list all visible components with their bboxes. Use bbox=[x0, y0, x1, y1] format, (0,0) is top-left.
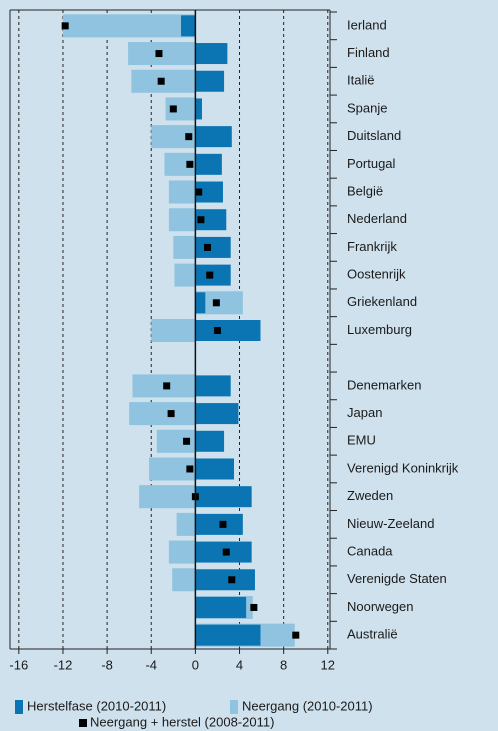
category-label: Canada bbox=[347, 544, 393, 559]
bar bbox=[195, 292, 205, 313]
bar bbox=[195, 514, 242, 535]
category-label: Luxemburg bbox=[347, 322, 412, 337]
marker bbox=[163, 382, 170, 389]
legend-swatch bbox=[79, 719, 87, 727]
x-tick-label: 12 bbox=[321, 657, 335, 672]
marker bbox=[228, 576, 235, 583]
marker bbox=[250, 604, 257, 611]
marker bbox=[219, 521, 226, 528]
bar bbox=[173, 236, 195, 259]
legend-swatch bbox=[15, 700, 23, 714]
bar bbox=[195, 375, 230, 396]
category-label: Denemarken bbox=[347, 377, 421, 392]
x-tick-label: -12 bbox=[54, 657, 73, 672]
category-label: Ierland bbox=[347, 17, 387, 32]
bar bbox=[195, 98, 202, 119]
marker bbox=[206, 272, 213, 279]
marker bbox=[186, 465, 193, 472]
bar bbox=[169, 541, 195, 564]
category-label: Verenigd Koninkrijk bbox=[347, 460, 459, 475]
marker bbox=[183, 438, 190, 445]
bar bbox=[195, 403, 238, 424]
category-label: Griekenland bbox=[347, 294, 417, 309]
marker bbox=[204, 244, 211, 251]
bar bbox=[195, 43, 227, 64]
bar bbox=[181, 15, 195, 36]
bar bbox=[195, 154, 221, 175]
bar bbox=[63, 14, 195, 37]
category-label: Spanje bbox=[347, 100, 387, 115]
marker bbox=[158, 78, 165, 85]
category-label: België bbox=[347, 183, 383, 198]
category-label: Oostenrijk bbox=[347, 267, 406, 282]
bar bbox=[129, 402, 195, 425]
marker bbox=[223, 549, 230, 556]
x-tick-label: -8 bbox=[101, 657, 113, 672]
bar bbox=[172, 568, 195, 591]
chart: -16 -12 -8 -4 0 4 8 12 Ierland Finland Italië Spanj… bbox=[0, 0, 498, 731]
x-tick-label: 4 bbox=[236, 657, 243, 672]
category-label: Australië bbox=[347, 627, 398, 642]
legend-label: Neergang (2010-2011) bbox=[242, 698, 373, 713]
marker bbox=[195, 189, 202, 196]
category-label: Verenigde Staten bbox=[347, 571, 447, 586]
marker bbox=[168, 410, 175, 417]
bar bbox=[195, 486, 251, 507]
marker bbox=[213, 299, 220, 306]
category-label: Nederland bbox=[347, 211, 407, 226]
marker bbox=[186, 161, 193, 168]
marker bbox=[155, 50, 162, 57]
bar bbox=[195, 431, 224, 452]
bar bbox=[195, 625, 260, 646]
legend-label: Neergang + herstel (2008-2011) bbox=[90, 714, 274, 729]
bar bbox=[195, 126, 231, 147]
marker bbox=[62, 22, 69, 29]
x-tick-label: -16 bbox=[9, 657, 28, 672]
bar bbox=[169, 181, 195, 204]
marker bbox=[197, 216, 204, 223]
bar bbox=[195, 569, 255, 590]
bar bbox=[151, 319, 195, 342]
x-tick-label: 8 bbox=[280, 657, 287, 672]
legend-swatch bbox=[230, 700, 238, 714]
bar bbox=[195, 458, 234, 479]
category-label: Nieuw-Zeeland bbox=[347, 516, 434, 531]
x-tick-label: 0 bbox=[192, 657, 199, 672]
legend-label: Herstelfase (2010-2011) bbox=[27, 698, 166, 713]
category-label: Finland bbox=[347, 45, 390, 60]
category-label: Italië bbox=[347, 73, 374, 88]
category-label: Zweden bbox=[347, 488, 393, 503]
category-label: Frankrijk bbox=[347, 239, 397, 254]
marker bbox=[292, 632, 299, 639]
category-label: Duitsland bbox=[347, 128, 401, 143]
bar bbox=[195, 597, 246, 618]
marker bbox=[214, 327, 221, 334]
category-label: EMU bbox=[347, 433, 376, 448]
category-label: Portugal bbox=[347, 156, 396, 171]
category-label: Noorwegen bbox=[347, 599, 414, 614]
bar bbox=[195, 320, 260, 341]
marker bbox=[170, 105, 177, 112]
bar bbox=[177, 513, 196, 536]
marker bbox=[185, 133, 192, 140]
bar bbox=[174, 264, 195, 287]
bar bbox=[195, 71, 224, 92]
x-tick-label: -4 bbox=[145, 657, 157, 672]
bar bbox=[169, 208, 195, 231]
bar bbox=[195, 237, 230, 258]
category-label: Japan bbox=[347, 405, 382, 420]
bar bbox=[139, 485, 195, 508]
